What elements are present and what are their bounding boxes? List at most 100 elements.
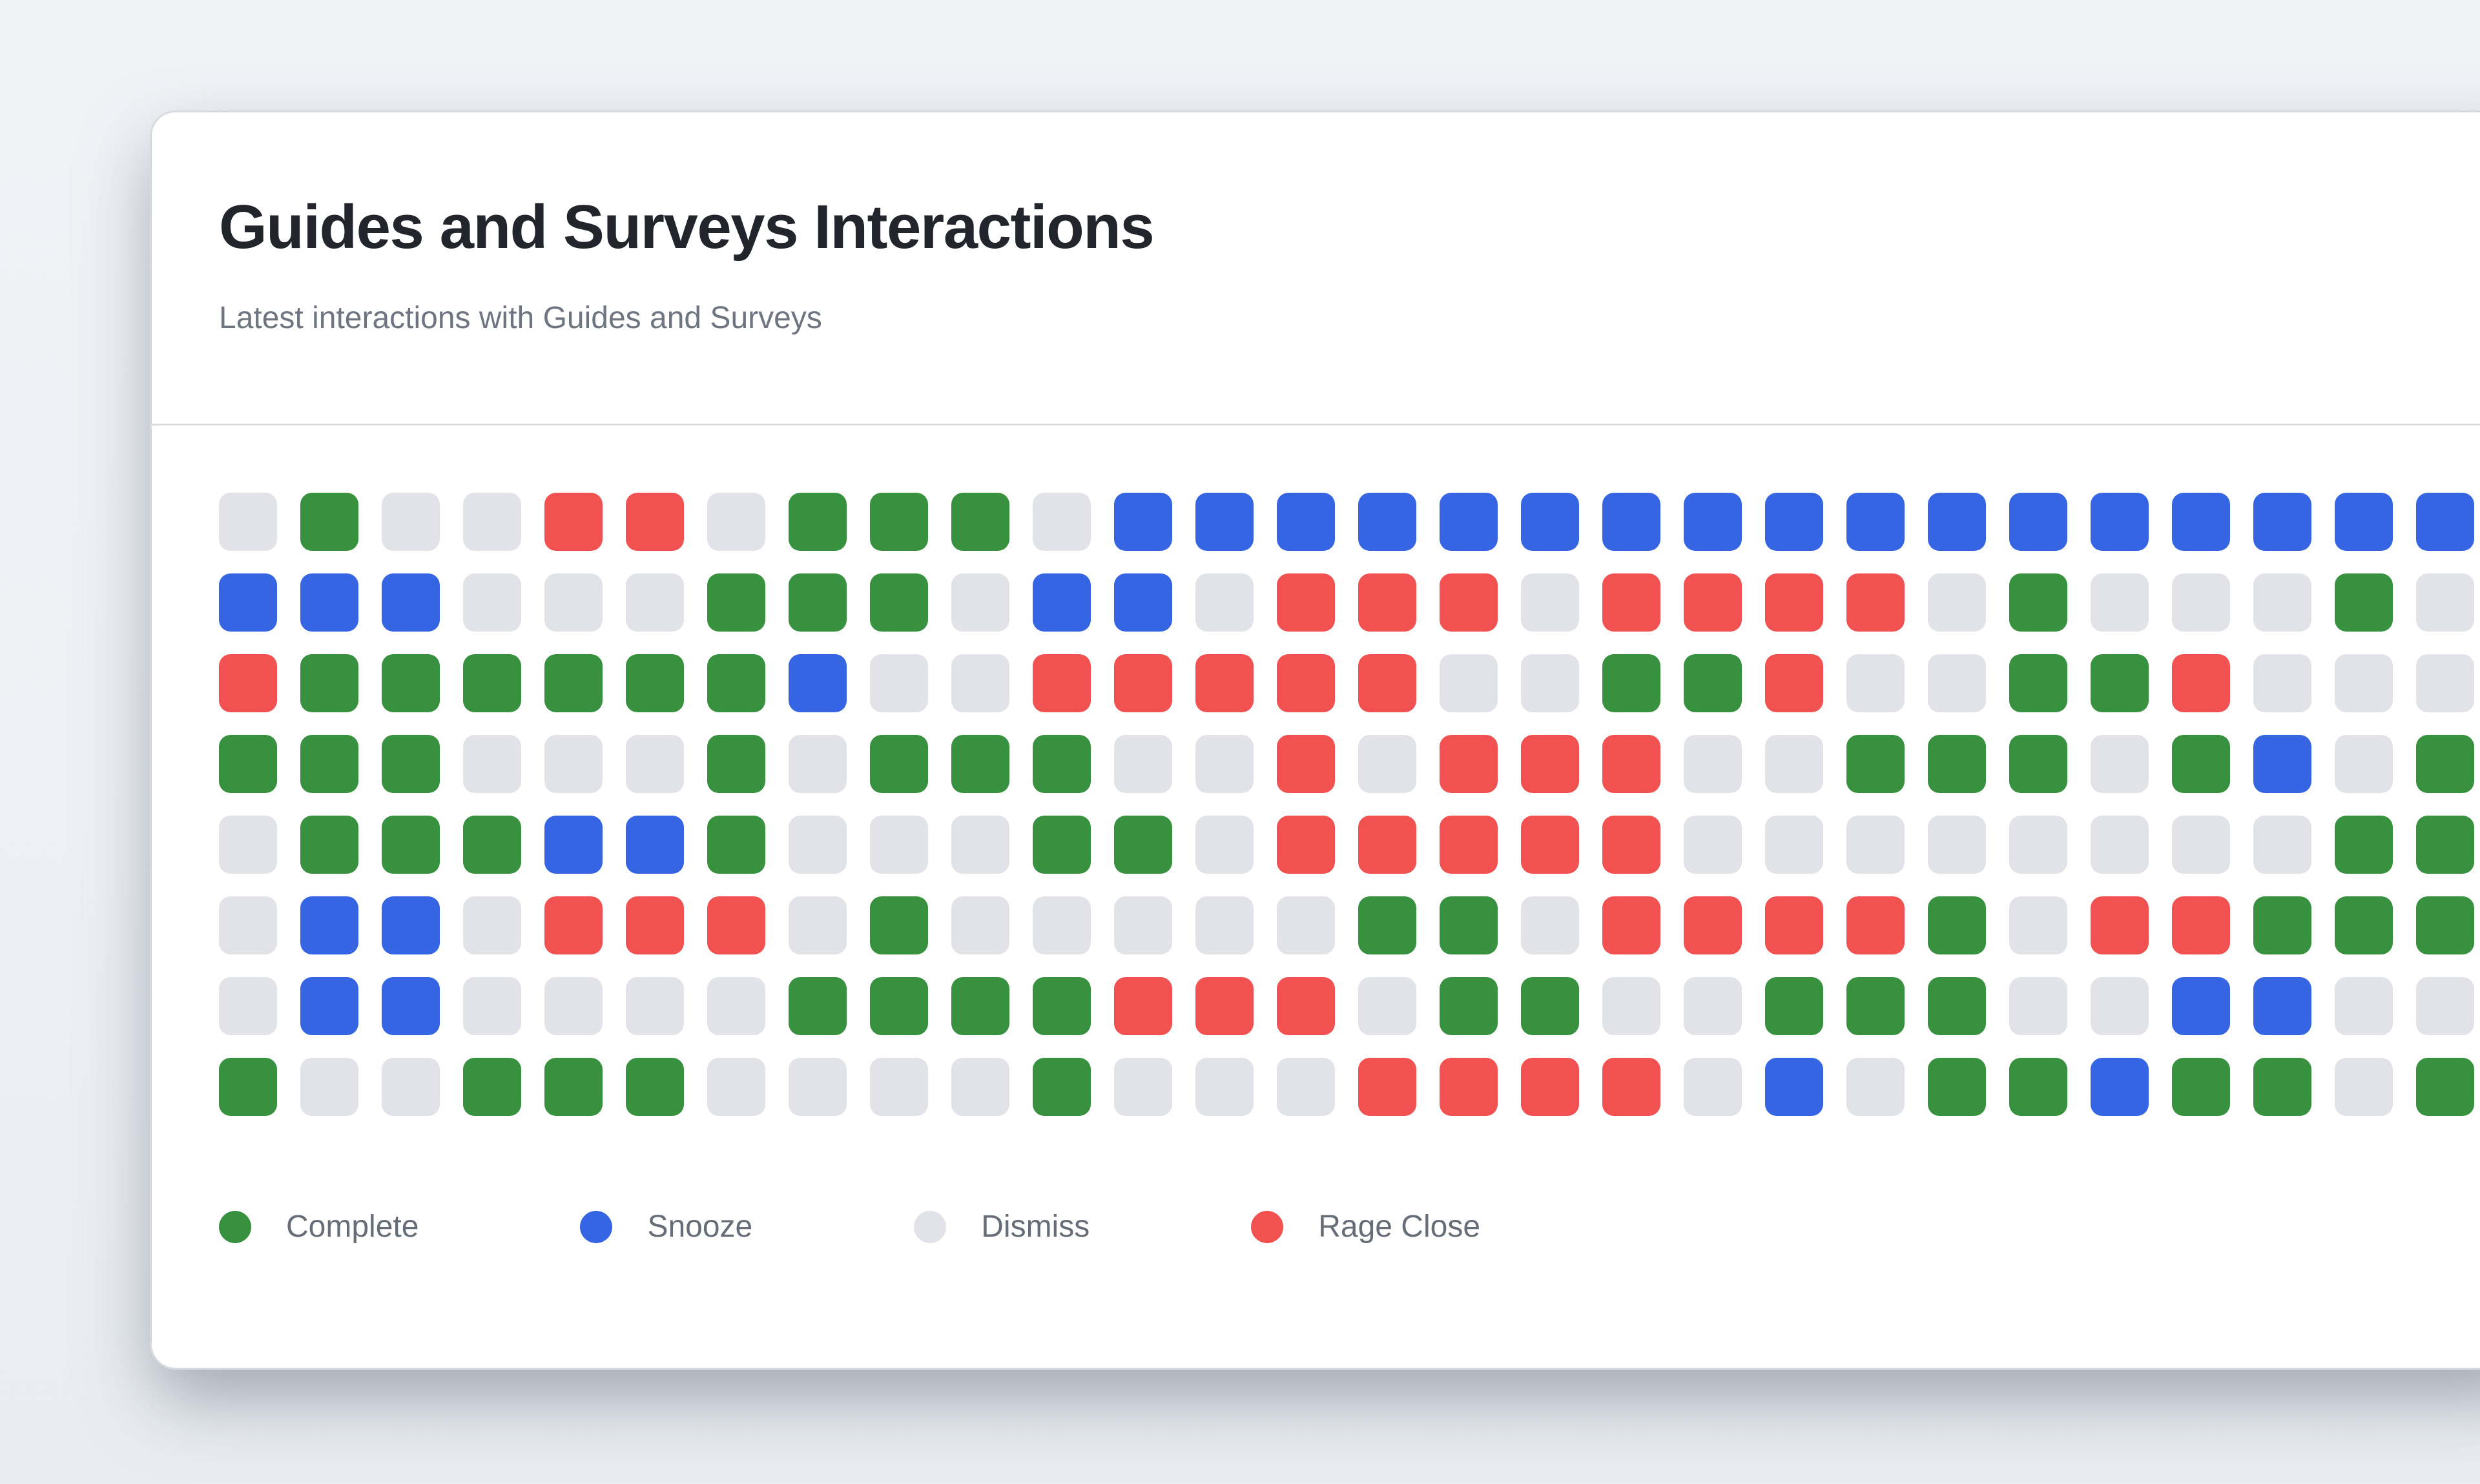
- grid-cell-rage-close[interactable]: [1684, 573, 1742, 632]
- grid-cell-dismiss[interactable]: [1033, 896, 1091, 954]
- grid-cell-dismiss[interactable]: [1033, 493, 1091, 551]
- grid-cell-dismiss[interactable]: [789, 816, 847, 874]
- grid-cell-complete[interactable]: [382, 654, 440, 712]
- grid-cell-dismiss[interactable]: [1521, 896, 1579, 954]
- grid-cell-rage-close[interactable]: [544, 493, 603, 551]
- grid-cell-dismiss[interactable]: [707, 977, 765, 1035]
- grid-cell-dismiss[interactable]: [2253, 654, 2311, 712]
- grid-cell-complete[interactable]: [870, 735, 928, 793]
- grid-cell-dismiss[interactable]: [463, 735, 521, 793]
- grid-cell-rage-close[interactable]: [1521, 816, 1579, 874]
- grid-cell-rage-close[interactable]: [1440, 816, 1498, 874]
- grid-cell-snooze[interactable]: [382, 573, 440, 632]
- grid-cell-complete[interactable]: [2009, 654, 2067, 712]
- grid-cell-rage-close[interactable]: [1114, 977, 1172, 1035]
- grid-cell-complete[interactable]: [1928, 896, 1986, 954]
- grid-cell-complete[interactable]: [2253, 1058, 2311, 1116]
- grid-cell-snooze[interactable]: [2172, 977, 2230, 1035]
- grid-cell-dismiss[interactable]: [951, 1058, 1009, 1116]
- grid-cell-dismiss[interactable]: [1602, 977, 1660, 1035]
- grid-cell-complete[interactable]: [2172, 1058, 2230, 1116]
- grid-cell-dismiss[interactable]: [2335, 654, 2393, 712]
- grid-cell-dismiss[interactable]: [707, 493, 765, 551]
- grid-cell-rage-close[interactable]: [2091, 896, 2149, 954]
- grid-cell-dismiss[interactable]: [219, 977, 277, 1035]
- grid-cell-dismiss[interactable]: [1765, 735, 1823, 793]
- grid-cell-complete[interactable]: [382, 735, 440, 793]
- grid-cell-complete[interactable]: [300, 493, 358, 551]
- grid-cell-rage-close[interactable]: [1602, 735, 1660, 793]
- grid-cell-snooze[interactable]: [1277, 493, 1335, 551]
- grid-cell-complete[interactable]: [2416, 1058, 2474, 1116]
- grid-cell-complete[interactable]: [951, 735, 1009, 793]
- grid-cell-complete[interactable]: [1440, 977, 1498, 1035]
- grid-cell-complete[interactable]: [300, 654, 358, 712]
- grid-cell-dismiss[interactable]: [1521, 654, 1579, 712]
- grid-cell-snooze[interactable]: [2009, 493, 2067, 551]
- grid-cell-rage-close[interactable]: [1846, 573, 1905, 632]
- grid-cell-dismiss[interactable]: [2091, 735, 2149, 793]
- grid-cell-dismiss[interactable]: [2091, 573, 2149, 632]
- grid-cell-rage-close[interactable]: [1602, 896, 1660, 954]
- grid-cell-rage-close[interactable]: [1277, 654, 1335, 712]
- grid-cell-dismiss[interactable]: [219, 896, 277, 954]
- grid-cell-complete[interactable]: [707, 735, 765, 793]
- grid-cell-dismiss[interactable]: [544, 735, 603, 793]
- grid-cell-rage-close[interactable]: [1277, 977, 1335, 1035]
- grid-cell-dismiss[interactable]: [2253, 573, 2311, 632]
- grid-cell-snooze[interactable]: [1033, 573, 1091, 632]
- grid-cell-dismiss[interactable]: [2091, 816, 2149, 874]
- grid-cell-dismiss[interactable]: [2416, 977, 2474, 1035]
- grid-cell-dismiss[interactable]: [789, 735, 847, 793]
- grid-cell-dismiss[interactable]: [1684, 735, 1742, 793]
- grid-cell-dismiss[interactable]: [951, 816, 1009, 874]
- grid-cell-snooze[interactable]: [300, 977, 358, 1035]
- grid-cell-complete[interactable]: [463, 654, 521, 712]
- grid-cell-complete[interactable]: [463, 816, 521, 874]
- grid-cell-snooze[interactable]: [2091, 493, 2149, 551]
- grid-cell-snooze[interactable]: [1846, 493, 1905, 551]
- grid-cell-dismiss[interactable]: [2172, 816, 2230, 874]
- grid-cell-complete[interactable]: [951, 493, 1009, 551]
- grid-cell-complete[interactable]: [2416, 735, 2474, 793]
- grid-cell-complete[interactable]: [789, 573, 847, 632]
- grid-cell-dismiss[interactable]: [2091, 977, 2149, 1035]
- grid-cell-dismiss[interactable]: [951, 573, 1009, 632]
- grid-cell-snooze[interactable]: [2253, 977, 2311, 1035]
- grid-cell-complete[interactable]: [1928, 977, 1986, 1035]
- grid-cell-dismiss[interactable]: [2253, 816, 2311, 874]
- grid-cell-rage-close[interactable]: [219, 654, 277, 712]
- grid-cell-dismiss[interactable]: [2009, 896, 2067, 954]
- grid-cell-complete[interactable]: [2091, 654, 2149, 712]
- grid-cell-snooze[interactable]: [1684, 493, 1742, 551]
- grid-cell-dismiss[interactable]: [1277, 1058, 1335, 1116]
- grid-cell-snooze[interactable]: [1521, 493, 1579, 551]
- grid-cell-snooze[interactable]: [1195, 493, 1254, 551]
- grid-cell-dismiss[interactable]: [382, 493, 440, 551]
- grid-cell-dismiss[interactable]: [1195, 1058, 1254, 1116]
- grid-cell-dismiss[interactable]: [463, 977, 521, 1035]
- grid-cell-rage-close[interactable]: [626, 896, 684, 954]
- grid-cell-rage-close[interactable]: [1358, 654, 1416, 712]
- grid-cell-dismiss[interactable]: [2416, 654, 2474, 712]
- grid-cell-complete[interactable]: [219, 1058, 277, 1116]
- grid-cell-dismiss[interactable]: [2172, 573, 2230, 632]
- grid-cell-complete[interactable]: [219, 735, 277, 793]
- grid-cell-complete[interactable]: [707, 573, 765, 632]
- grid-cell-rage-close[interactable]: [544, 896, 603, 954]
- grid-cell-dismiss[interactable]: [463, 896, 521, 954]
- grid-cell-rage-close[interactable]: [1440, 573, 1498, 632]
- grid-cell-complete[interactable]: [951, 977, 1009, 1035]
- grid-cell-dismiss[interactable]: [2416, 573, 2474, 632]
- grid-cell-complete[interactable]: [1846, 735, 1905, 793]
- grid-cell-rage-close[interactable]: [1846, 896, 1905, 954]
- grid-cell-rage-close[interactable]: [1358, 1058, 1416, 1116]
- grid-cell-complete[interactable]: [544, 1058, 603, 1116]
- grid-cell-dismiss[interactable]: [870, 1058, 928, 1116]
- grid-cell-complete[interactable]: [1684, 654, 1742, 712]
- grid-cell-complete[interactable]: [707, 816, 765, 874]
- grid-cell-complete[interactable]: [2253, 896, 2311, 954]
- grid-cell-dismiss[interactable]: [1765, 816, 1823, 874]
- grid-cell-dismiss[interactable]: [544, 573, 603, 632]
- grid-cell-dismiss[interactable]: [2009, 977, 2067, 1035]
